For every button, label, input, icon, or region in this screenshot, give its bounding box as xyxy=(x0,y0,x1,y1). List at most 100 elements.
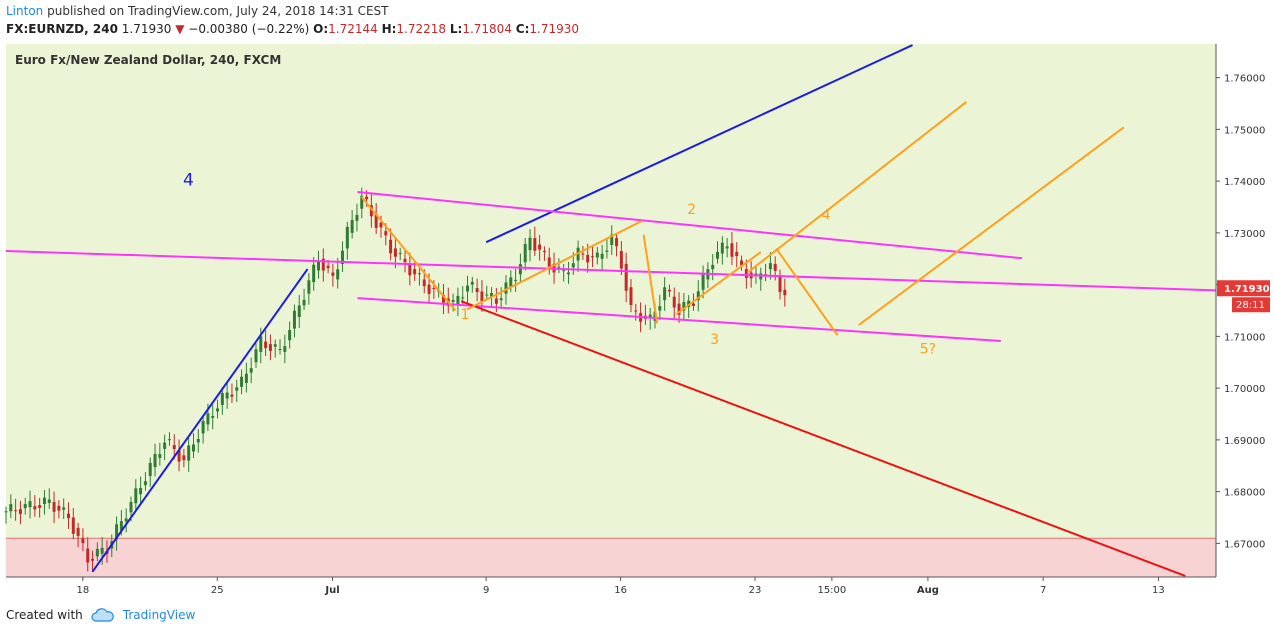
orange-trend-line[interactable] xyxy=(466,220,643,311)
candle-body xyxy=(225,392,229,399)
candle-body xyxy=(648,314,652,319)
last-price: 1.71930 xyxy=(121,22,172,36)
magenta-trend-line[interactable] xyxy=(357,191,1023,260)
time-tick-label: 16 xyxy=(614,585,627,596)
high-value: 1.72218 xyxy=(396,22,447,36)
candle-body xyxy=(341,250,345,264)
orange-trend-line[interactable] xyxy=(746,101,967,274)
magenta-trend-line[interactable] xyxy=(5,249,1217,292)
candle-body xyxy=(76,527,80,536)
time-tick-label: 7 xyxy=(1040,585,1046,596)
author-link[interactable]: Linton xyxy=(6,4,44,18)
candle-body xyxy=(57,505,61,511)
candle-body xyxy=(586,254,590,263)
current-price-label: 1.71930 xyxy=(1224,284,1270,295)
candle-body xyxy=(350,220,354,233)
candle-body xyxy=(562,270,566,272)
high-label: H: xyxy=(381,22,397,36)
candle-body xyxy=(605,250,609,252)
candle-body xyxy=(485,294,489,296)
candle-body xyxy=(504,282,508,294)
wave-label: 1 xyxy=(461,307,470,323)
plot-area[interactable] xyxy=(6,44,1216,577)
candle-body xyxy=(4,511,8,513)
wave-label: 2 xyxy=(687,202,696,218)
candle-body xyxy=(95,548,99,557)
time-tick-label: Aug xyxy=(917,585,939,596)
candle-body xyxy=(360,195,364,209)
candle-body xyxy=(115,524,119,540)
close-label: C: xyxy=(515,22,530,36)
candle-body xyxy=(297,305,301,317)
price-tick-label: 1.69000 xyxy=(1224,436,1265,447)
candle-body xyxy=(206,413,210,425)
candle-body xyxy=(528,237,532,251)
candle-body xyxy=(427,284,431,294)
magenta-trend-line[interactable] xyxy=(357,297,1001,343)
candle-body xyxy=(538,244,542,250)
candle-body xyxy=(610,234,614,245)
candle-body xyxy=(23,504,27,509)
candle-body xyxy=(153,453,157,468)
blue-trend-line[interactable] xyxy=(91,268,309,573)
candle-body xyxy=(129,501,133,513)
candle-body xyxy=(595,252,599,258)
candle-body xyxy=(273,344,277,347)
candle-body xyxy=(249,368,253,373)
candle-body xyxy=(470,281,474,285)
candle-body xyxy=(288,330,292,341)
price-tick-label: 1.73000 xyxy=(1224,229,1265,240)
candle-body xyxy=(542,250,546,252)
candle-body xyxy=(725,246,729,249)
candle-body xyxy=(408,263,412,276)
symbol-label[interactable]: FX:EURNZD, 240 xyxy=(6,22,118,36)
candle-body xyxy=(312,264,316,283)
orange-trend-line[interactable] xyxy=(858,126,1125,326)
publish-line: Linton published on TradingView.com, Jul… xyxy=(6,4,388,18)
low-value: 1.71804 xyxy=(462,22,512,36)
orange-trend-line[interactable] xyxy=(360,196,457,312)
price-tick-label: 1.76000 xyxy=(1224,74,1265,85)
candle-body xyxy=(268,344,272,351)
blue-trend-line[interactable] xyxy=(485,44,913,244)
candle-body xyxy=(316,261,320,271)
candle-body xyxy=(38,505,42,508)
candle-body xyxy=(307,280,311,294)
candle-body xyxy=(441,294,445,303)
time-tick-label: 18 xyxy=(76,585,89,596)
candle-body xyxy=(701,273,705,290)
candle-body xyxy=(86,548,90,563)
candle-body xyxy=(177,450,181,462)
candle-body xyxy=(600,253,604,259)
candle-body xyxy=(163,442,167,449)
candle-body xyxy=(523,244,527,263)
footer: Created with TradingView xyxy=(6,608,195,622)
orange-trend-line[interactable] xyxy=(775,247,839,336)
candle-body xyxy=(490,292,494,297)
tradingview-brand-link[interactable]: TradingView xyxy=(122,608,196,622)
candle-body xyxy=(336,269,340,280)
orange-trend-line[interactable] xyxy=(642,234,659,324)
countdown-label: 28:11 xyxy=(1236,300,1265,311)
candle-body xyxy=(494,298,498,304)
wave-label: 4 xyxy=(183,170,194,190)
candle-body xyxy=(278,348,282,350)
orange-trend-line[interactable] xyxy=(675,251,762,315)
candle-body xyxy=(81,538,85,544)
candle-body xyxy=(119,521,123,531)
candle-body xyxy=(369,205,373,217)
candle-body xyxy=(514,279,518,281)
candle-body xyxy=(182,455,186,461)
candle-body xyxy=(417,273,421,275)
candle-body xyxy=(143,481,147,486)
candle-body xyxy=(187,445,191,461)
price-tick-label: 1.68000 xyxy=(1224,488,1265,499)
red-trend-line[interactable] xyxy=(460,300,1186,577)
candle-body xyxy=(321,258,325,271)
candle-body xyxy=(384,231,388,236)
candle-body xyxy=(744,269,748,278)
price-tick-label: 1.75000 xyxy=(1224,125,1265,136)
price-tick-label: 1.74000 xyxy=(1224,177,1265,188)
candle-body xyxy=(62,507,66,510)
